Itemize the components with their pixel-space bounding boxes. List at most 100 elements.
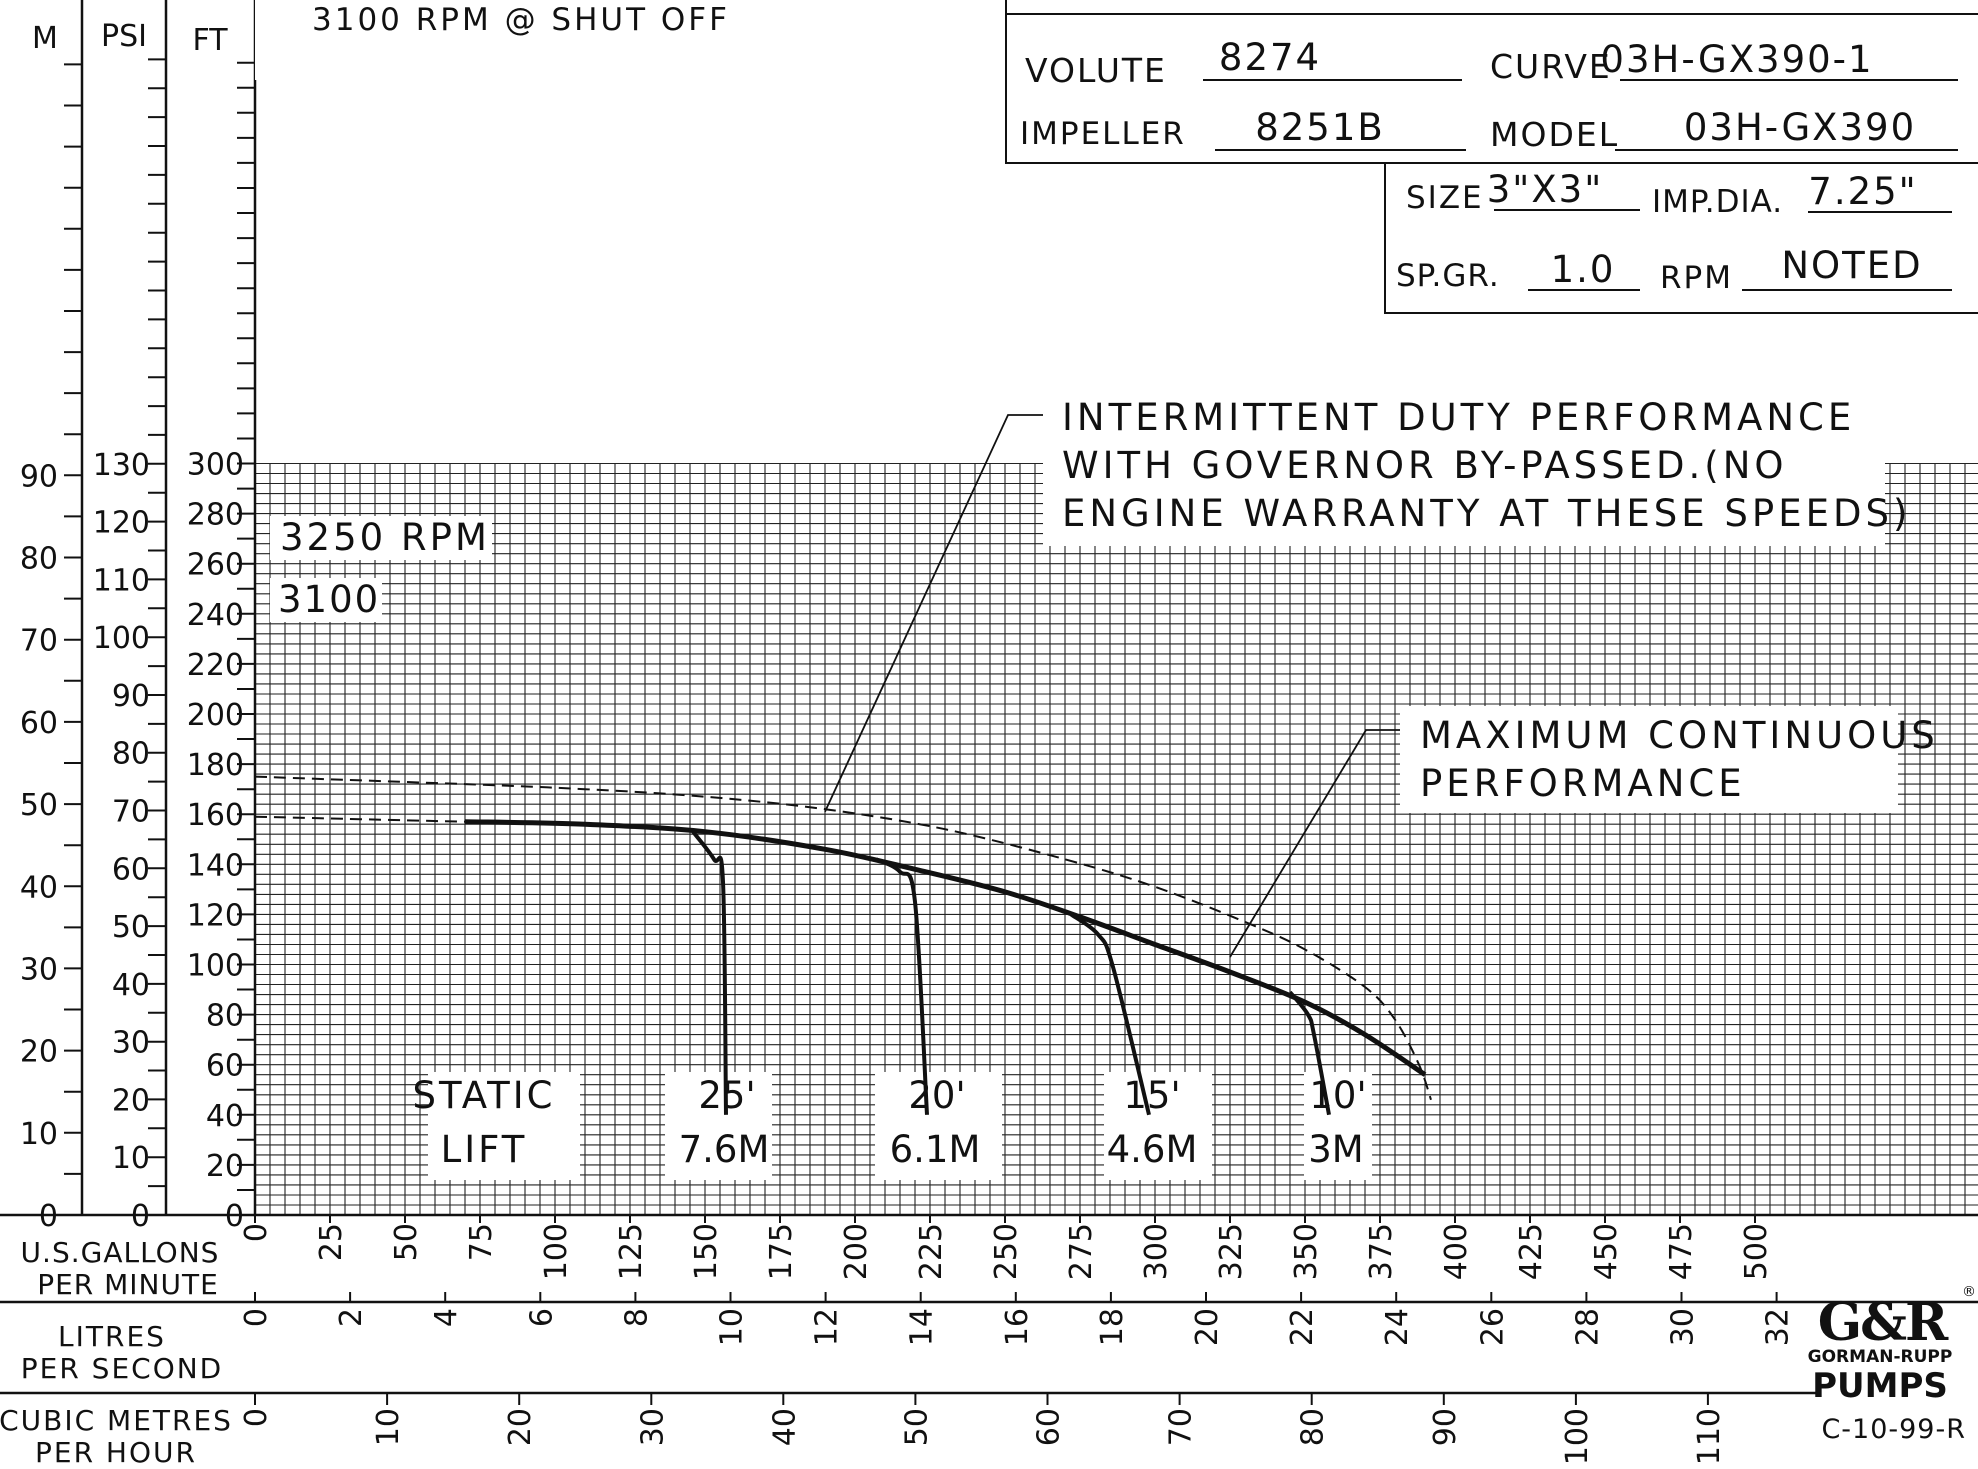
lps-axis-tick-label: 4	[429, 1308, 464, 1327]
lps-axis-tick-label: 20	[1190, 1308, 1225, 1346]
m-axis-tick-label: 60	[20, 706, 58, 741]
cmh-axis-tick-label: 100	[1560, 1408, 1595, 1465]
gpm-axis-tick-label: 250	[989, 1223, 1024, 1280]
m-axis-tick-label: 90	[20, 459, 58, 494]
chart-title: 3100 RPM @ SHUT OFF	[312, 2, 730, 38]
cmh-axis-tick-label: 50	[899, 1408, 934, 1446]
psi-axis-tick-label: 90	[112, 679, 150, 714]
lps-axis-tick-label: 12	[810, 1308, 845, 1346]
lift-25-m: 7.6M	[679, 1128, 770, 1171]
logo-line-1: GORMAN-RUPP	[1808, 1347, 1953, 1367]
lift-25-box	[665, 1072, 772, 1180]
lift-20-m: 6.1M	[890, 1128, 981, 1171]
rpm-value: NOTED	[1781, 244, 1922, 287]
lift-10-box	[1304, 1072, 1372, 1180]
psi-axis-tick-label: 70	[112, 795, 150, 830]
lift-20-ft: 20'	[908, 1074, 965, 1117]
cmh-axis-tick-label: 0	[239, 1408, 274, 1427]
cmh-axis-tick-label: 90	[1428, 1408, 1463, 1446]
gpm-axis-tick-label: 275	[1064, 1223, 1099, 1280]
impeller-value: 8251B	[1255, 106, 1385, 149]
lps-axis-tick-label: 16	[1000, 1308, 1035, 1346]
continuous-box	[1400, 706, 1898, 813]
gpm-axis-tick-label: 450	[1589, 1223, 1624, 1280]
psi-axis-tick-label: 130	[93, 448, 150, 483]
gpm-axis-tick-label: 350	[1289, 1223, 1324, 1280]
cmh-axis-tick-label: 20	[503, 1408, 538, 1446]
cmh-axis-tick-label: 60	[1032, 1408, 1067, 1446]
lps-axis-tick-label: 22	[1285, 1308, 1320, 1346]
cmh-axis-title-2: PER HOUR	[35, 1436, 197, 1469]
series-line-20--4	[875, 857, 929, 1115]
volute-label: VOLUTE	[1025, 51, 1167, 90]
ft-axis-tick-label: 140	[187, 848, 244, 883]
m-axis-tick-label: 10	[20, 1117, 58, 1152]
model-label: MODEL	[1490, 115, 1619, 154]
lps-axis-tick-label: 18	[1095, 1308, 1130, 1346]
lift-15-m: 4.6M	[1107, 1128, 1198, 1171]
spec-box	[1006, 0, 1978, 163]
spgr-value: 1.0	[1551, 248, 1616, 291]
ft-axis-tick-label: 300	[187, 448, 244, 483]
m-axis-tick-label: 40	[20, 870, 58, 905]
spgr-label: SP.GR.	[1396, 258, 1500, 294]
static-lift-line-1: STATIC	[412, 1074, 555, 1117]
lps-axis-tick-label: 26	[1475, 1308, 1510, 1346]
gpm-axis-tick-label: 75	[464, 1223, 499, 1261]
ft-axis-tick-label: 220	[187, 648, 244, 683]
impeller-label: IMPELLER	[1020, 116, 1186, 152]
ft-axis-tick-label: 180	[187, 748, 244, 783]
curve-label: CURVE	[1490, 47, 1612, 86]
intermittent-line-2: WITH GOVERNOR BY-PASSED.(NO	[1062, 444, 1788, 487]
intermittent-leader	[824, 414, 1043, 813]
psi-axis-tick-label: 40	[112, 968, 150, 1003]
title-box	[255, 0, 1005, 80]
ft-axis-tick-label: 120	[187, 898, 244, 933]
curve-value: 03H-GX390-1	[1600, 38, 1873, 81]
psi-axis-tick-label: 120	[93, 506, 150, 541]
series-line-15--5	[1069, 912, 1151, 1116]
m-axis-tick-label: 30	[20, 952, 58, 987]
label-3100-rpm: 3100	[278, 578, 380, 621]
lift-15-ft: 15'	[1123, 1074, 1180, 1117]
lps-axis-tick-label: 6	[524, 1308, 559, 1327]
label-boxes	[255, 0, 1978, 1180]
ft-axis-tick-label: 20	[206, 1149, 244, 1184]
gpm-axis-tick-label: 50	[389, 1223, 424, 1261]
performance-curves	[254, 414, 1432, 1116]
psi-axis-tick-label: 50	[112, 910, 150, 945]
lps-axis-title-1: LITRES	[58, 1320, 166, 1353]
series-line-3100-2	[464, 819, 1427, 1077]
static-lift-line-2: LIFT	[441, 1128, 528, 1171]
ft-axis-tick-label: 80	[206, 999, 244, 1034]
lps-axis-title-2: PER SECOND	[21, 1352, 224, 1385]
psi-axis-tick-label: 60	[112, 852, 150, 887]
series-line-3100-1	[254, 815, 466, 823]
ft-axis-tick-label: 60	[206, 1049, 244, 1084]
drawing-code: C-10-99-R	[1821, 1414, 1966, 1445]
cmh-axis-tick-label: 70	[1164, 1408, 1199, 1446]
continuous-leader	[1229, 729, 1400, 958]
lps-axis-tick-label: 30	[1666, 1308, 1701, 1346]
m-axis-ticks	[64, 63, 82, 1216]
rpm-label: RPM	[1660, 260, 1733, 296]
gpm-axis-title-1: U.S.GALLONS	[21, 1236, 220, 1269]
ft-axis-tick-label: 0	[225, 1199, 244, 1234]
logo-mark: G&R	[1818, 1292, 1949, 1353]
intermittent-box	[1043, 390, 1885, 546]
gpm-axis-tick-label: 25	[314, 1223, 349, 1261]
psi-axis-tick-label: 10	[112, 1141, 150, 1176]
ft-axis-tick-label: 40	[206, 1099, 244, 1134]
spec-box-2	[1385, 163, 1978, 313]
m-axis-tick-label: 70	[20, 624, 58, 659]
volute-value: 8274	[1219, 36, 1321, 79]
gpm-axis-tick-label: 500	[1739, 1223, 1774, 1280]
gpm-axis-tick-label: 300	[1139, 1223, 1174, 1280]
m-axis-title: M	[32, 21, 58, 56]
label-3250-box	[270, 516, 492, 560]
lps-axis-tick-label: 2	[334, 1308, 369, 1327]
continuous-line-2: PERFORMANCE	[1420, 762, 1746, 805]
gpm-axis-tick-label: 475	[1664, 1223, 1699, 1280]
ft-axis-tick-label: 200	[187, 698, 244, 733]
